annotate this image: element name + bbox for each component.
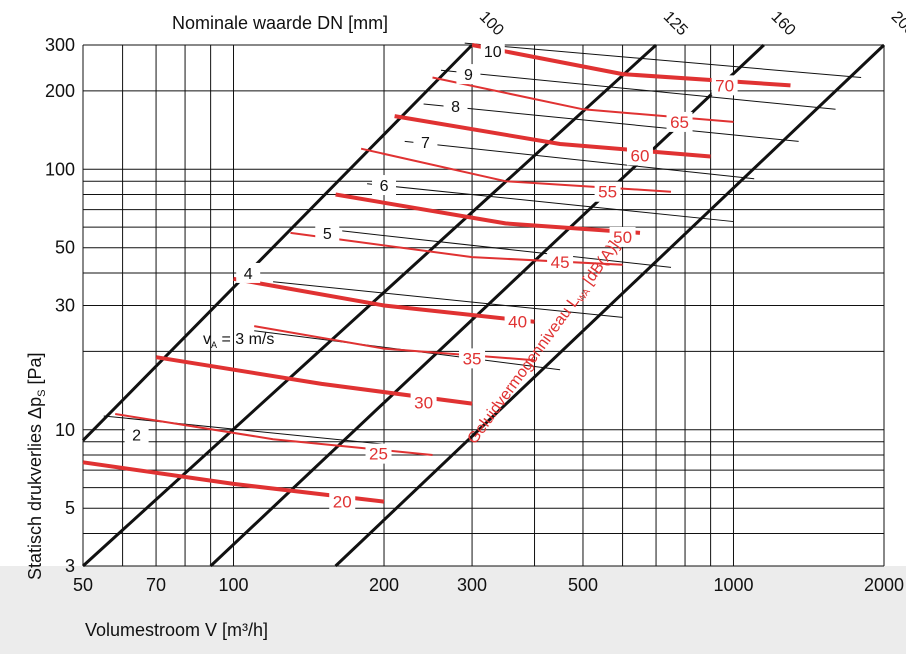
velocity-label-6: 8 [451,99,460,116]
y-tick-label-3: 3 [65,556,75,576]
velocity-label-0: 2 [132,427,141,444]
sound-label-bg-35 [459,348,486,369]
y-axis-label: Statisch drukverlies ΔpS [Pa] [25,353,48,580]
velocity-v: v [203,331,211,348]
sound-label-bg-50 [609,226,636,247]
velocity-label-bg-6 [443,95,468,116]
x-tick-label-70: 70 [146,575,166,595]
x-tick-label-1000: 1000 [713,575,753,595]
sound-label-bg-70 [711,75,738,96]
x-tick-label-50: 50 [73,575,93,595]
velocity-line-2 [273,281,623,318]
right-margin [828,0,906,566]
velocity-label-bg-3 [315,222,340,243]
velocity-label-bg-4 [372,175,397,196]
x-tick-label-2000: 2000 [864,575,904,595]
velocity-label-bg-2 [236,262,261,283]
sound-label-35: 35 [463,349,482,368]
sound-label-55: 55 [598,183,617,202]
sound-label-70: 70 [715,76,734,95]
sound-label-60: 60 [630,146,649,165]
y-tick-label-300: 300 [45,35,75,55]
sound-label-65: 65 [670,113,689,132]
velocity-sub: A [211,340,217,350]
sound-label-50: 50 [613,228,632,247]
velocity-line-0 [103,415,385,445]
velocity-rest: = 3 m/s [217,331,274,348]
y-tick-label-50: 50 [55,238,75,258]
duct-line-100 [81,43,474,442]
y-axis-label-unit: [Pa] [25,353,45,390]
sound-label-bg-25 [365,443,392,464]
y-tick-label-100: 100 [45,159,75,179]
velocity-line-3 [342,230,672,268]
sound-curve-40 [233,276,535,324]
y-tick-label-30: 30 [55,296,75,316]
sound-curve-60 [394,114,711,159]
sound-label-bg-30 [410,392,437,413]
velocity-label-2: 4 [244,266,253,283]
y-axis-label-sub: S [36,390,48,397]
sound-label-30: 30 [414,394,433,413]
sound-label-25: 25 [369,445,388,464]
x-tick-label-100: 100 [218,575,248,595]
y-tick-label-200: 200 [45,81,75,101]
velocity-line-6 [423,103,799,142]
velocity-label-bg-0 [124,424,149,445]
y-axis-label-main: Statisch drukverlies Δp [25,397,45,580]
velocity-label-bg-7 [456,64,481,85]
sound-label-bg-20 [329,491,356,512]
x-tick-labels: 50 70 100 200 300 500 1000 2000 [73,575,904,595]
x-axis-label: Volumestroom V [m³/h] [85,620,268,640]
velocity-line-8 [464,42,862,79]
velocity-label-4: 6 [380,178,389,195]
velocity-label-5: 7 [421,135,430,152]
x-tick-label-300: 300 [457,575,487,595]
velocity-label-7: 9 [464,67,473,84]
velocity-label-bg-5 [413,132,438,153]
velocity-lines [103,42,862,445]
velocity-label-3: vA = 3 m/s [203,331,274,350]
velocity-label-3: 5 [323,226,332,243]
sound-label-bg-65 [666,111,693,132]
velocity-label-bg-8 [480,40,505,61]
sound-curve-50 [335,192,641,235]
sound-label-20: 20 [333,493,352,512]
sound-label-bg-40 [504,311,531,332]
duct-line-200 [334,43,886,568]
chart-title: Nominale waarde DN [mm] [172,13,388,33]
duct-line-125 [81,43,658,568]
sound-label-bg-55 [594,181,621,202]
velocity-line-7 [440,69,836,110]
sound-label-40: 40 [508,313,527,332]
sound-label-bg-45 [547,252,574,273]
velocity-line-5 [404,140,755,180]
y-tick-label-10: 10 [55,420,75,440]
velocity-line-4 [367,183,734,223]
x-tick-label-200: 200 [369,575,399,595]
sound-label-bg-60 [626,145,653,166]
x-tick-label-500: 500 [568,575,598,595]
y-tick-label-5: 5 [65,498,75,518]
sound-label-45: 45 [551,253,570,272]
y-tick-labels: 3 5 10 30 50 100 200 300 [45,35,75,576]
velocity-label-8: 10 [484,44,502,61]
